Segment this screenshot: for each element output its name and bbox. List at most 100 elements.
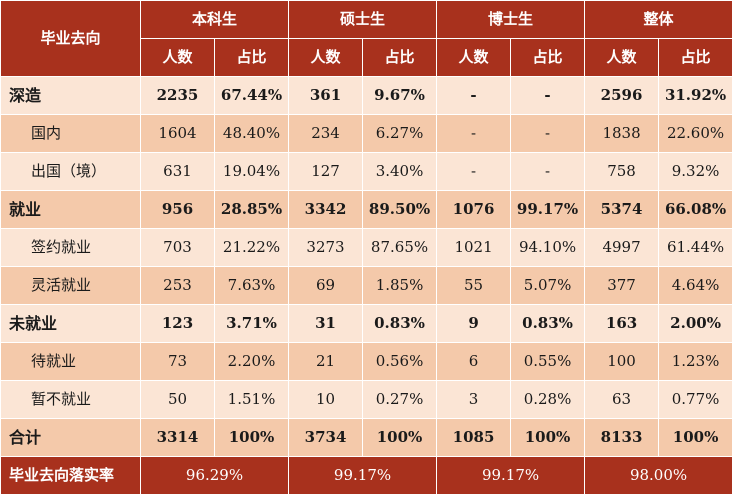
row-label: 灵活就业 (0, 266, 141, 305)
count-cell: 73 (140, 342, 215, 381)
count-cell: 6 (436, 342, 512, 381)
row-label: 暂不就业 (0, 380, 141, 419)
count-cell: 69 (288, 266, 364, 305)
count-header: 人数 (288, 38, 364, 77)
group-header-undergrad: 本科生 (139, 0, 290, 39)
table-body: 深造 2235 67.44% 361 9.67% - -2596 31.92% 国内 1604 48… (0, 76, 732, 457)
ratio-cell: 1.85% (362, 266, 438, 305)
row-label-header: 毕业去向 (0, 0, 141, 77)
table-row: 未就业 123 3.71% 31 0.83% 9 0.83% 163 2.00% (0, 304, 732, 343)
ratio-cell: 1.51% (213, 380, 290, 419)
count-cell: 123 (140, 304, 215, 343)
count-cell: 253 (140, 266, 215, 305)
table-row: 待就业 73 2.20% 21 0.56% 6 0.55% 100 1.23% (0, 342, 732, 381)
count-cell: 1604 (140, 114, 215, 153)
count-cell: 3342 (288, 190, 364, 229)
count-cell: 63 (584, 380, 660, 419)
ratio-header: 占比 (658, 38, 732, 77)
ratio-cell: 0.77% (658, 380, 732, 419)
ratio-cell: 5.07% (510, 266, 586, 305)
ratio-cell: 99.17% (510, 190, 586, 229)
footer-value-overall: 98.00% (584, 456, 732, 495)
row-label: 签约就业 (0, 228, 141, 267)
count-cell: 3314 (140, 418, 215, 457)
count-cell: 1021 (436, 228, 512, 267)
ratio-cell: 19.04% (213, 152, 290, 191)
count-cell: 631 (140, 152, 215, 191)
ratio-cell: 3.71% (213, 304, 290, 343)
group-header-master: 硕士生 (288, 0, 438, 39)
ratio-header: 占比 (213, 38, 290, 77)
ratio-cell: 21.22% (213, 228, 290, 267)
ratio-cell: 61.44% (658, 228, 732, 267)
ratio-cell: 2.20% (213, 342, 290, 381)
table-row: 暂不就业 50 1.51% 10 0.27% 3 0.28% 63 0.77% (0, 380, 732, 419)
count-cell: 377 (584, 266, 660, 305)
ratio-cell: 2.00% (658, 304, 732, 343)
group-header-doctor: 博士生 (436, 0, 586, 39)
count-cell: 31 (288, 304, 364, 343)
ratio-cell: 66.08% (658, 190, 732, 229)
count-cell: 8133 (584, 418, 660, 457)
row-label: 就业 (0, 190, 141, 229)
row-label: 深造 (0, 76, 141, 115)
ratio-cell: 48.40% (213, 114, 290, 153)
ratio-cell: 0.28% (510, 380, 586, 419)
table-row: 合计 3314 100% 3734 100% 1085 100% 8133 100% (0, 418, 732, 457)
footer-value-undergrad: 96.29% (139, 456, 290, 495)
ratio-cell: 4.64% (658, 266, 732, 305)
count-cell: 127 (288, 152, 364, 191)
count-header: 人数 (584, 38, 660, 77)
count-cell: 2596 (584, 76, 660, 115)
count-cell: - (436, 114, 512, 153)
ratio-cell: 100% (510, 418, 586, 457)
count-cell: 4997 (584, 228, 660, 267)
row-label: 合计 (0, 418, 141, 457)
count-cell: 55 (436, 266, 512, 305)
count-cell: 10 (288, 380, 364, 419)
table-row: 国内 1604 48.40% 234 6.27% - -1838 22.60% (0, 114, 732, 153)
ratio-cell: 22.60% (658, 114, 732, 153)
table-row: 就业 956 28.85% 3342 89.50% 1076 99.17% 5374 66.08… (0, 190, 732, 229)
ratio-cell: 100% (362, 418, 438, 457)
count-cell: - (436, 76, 512, 115)
ratio-cell: - (510, 76, 586, 115)
ratio-cell: 1.23% (658, 342, 732, 381)
table-row: 深造 2235 67.44% 361 9.67% - -2596 31.92% (0, 76, 732, 115)
ratio-cell: 3.40% (362, 152, 438, 191)
ratio-cell: 28.85% (213, 190, 290, 229)
count-cell: 361 (288, 76, 364, 115)
header-row-subcolumns: 人数 占比 人数 占比 人数 占比 人数 占比 (1, 38, 732, 77)
count-cell: 163 (584, 304, 660, 343)
ratio-cell: 7.63% (213, 266, 290, 305)
count-cell: 1076 (436, 190, 512, 229)
header-row-groups: 毕业去向 本科生 硕士生 博士生 整体 (0, 0, 732, 77)
count-header: 人数 (436, 38, 512, 77)
ratio-cell: 89.50% (362, 190, 438, 229)
row-label: 未就业 (0, 304, 141, 343)
count-cell: 100 (584, 342, 660, 381)
ratio-cell: 9.32% (658, 152, 732, 191)
count-cell: 1838 (584, 114, 660, 153)
ratio-cell: 31.92% (658, 76, 732, 115)
ratio-header: 占比 (510, 38, 586, 77)
ratio-cell: 67.44% (213, 76, 290, 115)
row-label: 国内 (0, 114, 141, 153)
ratio-cell: 0.83% (362, 304, 438, 343)
count-cell: 50 (140, 380, 215, 419)
count-header: 人数 (140, 38, 215, 77)
table-row: 签约就业 703 21.22% 3273 87.65% 1021 94.10% 4997 61.… (0, 228, 732, 267)
count-cell: 3273 (288, 228, 364, 267)
ratio-cell: - (510, 114, 586, 153)
count-cell: 21 (288, 342, 364, 381)
count-cell: 2235 (140, 76, 215, 115)
count-cell: 956 (140, 190, 215, 229)
table-row: 灵活就业 253 7.63% 69 1.85% 55 5.07% 377 4.64% (0, 266, 732, 305)
footer-label: 毕业去向落实率 (0, 456, 141, 495)
ratio-cell: 9.67% (362, 76, 438, 115)
footer-value-doctor: 99.17% (436, 456, 586, 495)
count-cell: 758 (584, 152, 660, 191)
footer-value-master: 99.17% (288, 456, 438, 495)
ratio-cell: 0.83% (510, 304, 586, 343)
ratio-cell: 87.65% (362, 228, 438, 267)
